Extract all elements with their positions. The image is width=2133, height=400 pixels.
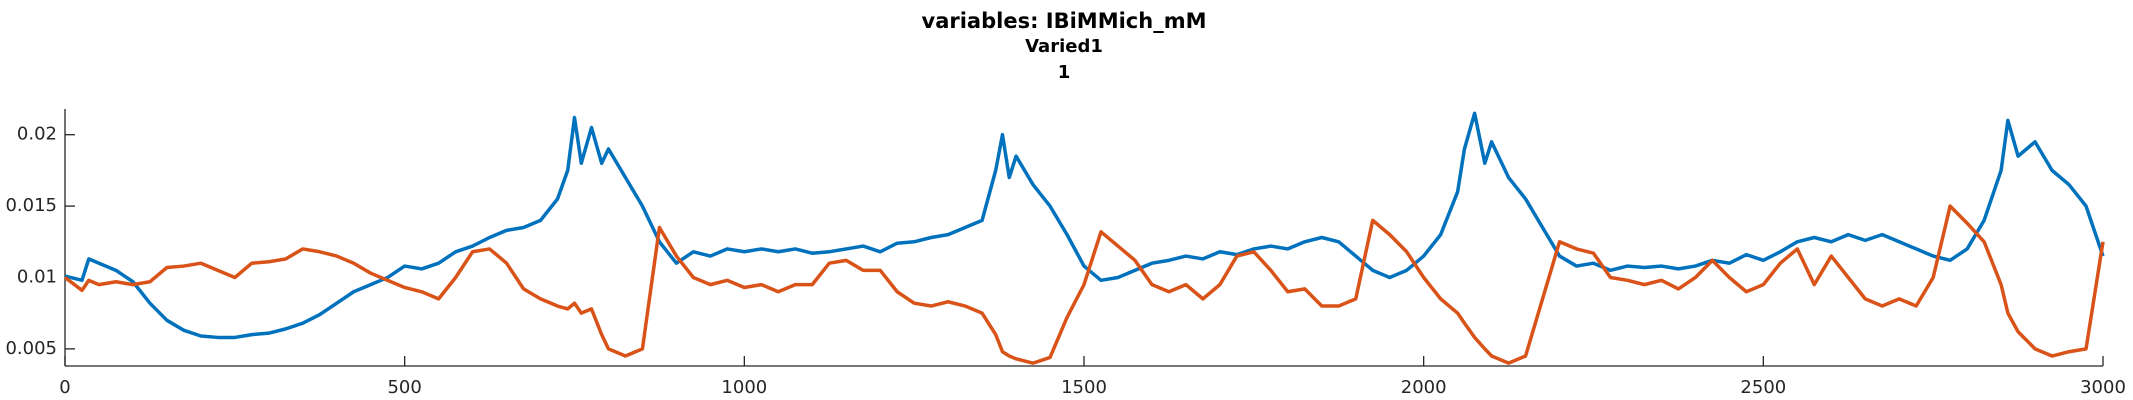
chart-subtitle: 1 xyxy=(1058,62,1071,83)
x-tick-label: 0 xyxy=(59,377,70,398)
x-tick-label: 500 xyxy=(387,377,421,398)
x-tick-label: 1500 xyxy=(1061,377,1107,398)
y-tick-label: 0.005 xyxy=(5,338,57,359)
data-line xyxy=(63,204,2105,365)
data-line xyxy=(64,111,2105,340)
x-tick-label: 2000 xyxy=(1401,377,1447,398)
x-tick-label: 2500 xyxy=(1740,377,1786,398)
chart-title: variables: IBiMMich_mM xyxy=(922,9,1207,33)
x-tick-label: 1000 xyxy=(721,377,767,398)
y-tick-label: 0.02 xyxy=(17,124,57,145)
y-tick-label: 0.01 xyxy=(17,266,57,287)
y-tick-label: 0.015 xyxy=(5,195,57,216)
chart-subtitle: Varied1 xyxy=(1025,36,1103,57)
x-tick-label: 3000 xyxy=(2080,377,2126,398)
